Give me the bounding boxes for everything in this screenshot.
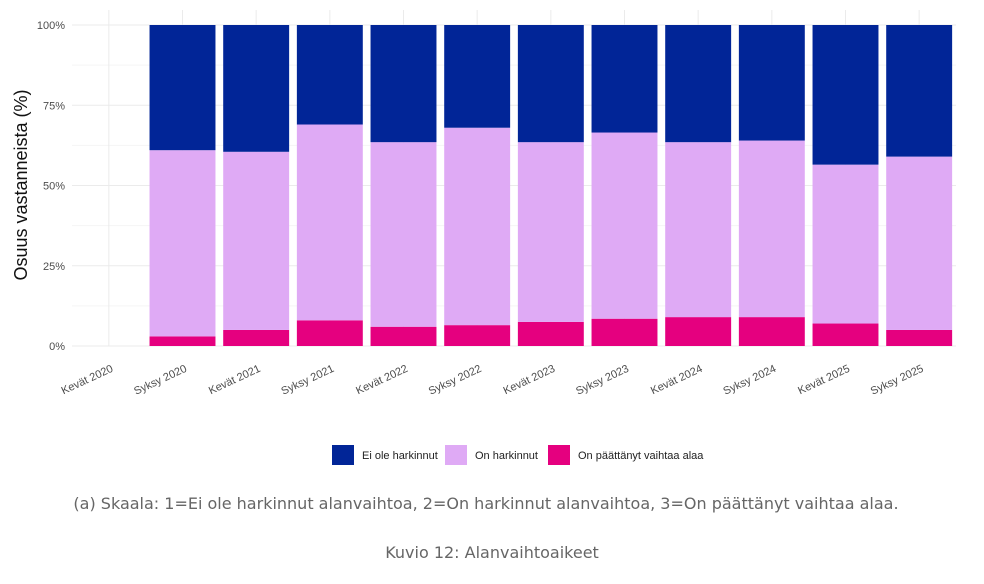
x-tick-label: Syksy 2020 (132, 363, 189, 398)
x-tick-label: Syksy 2022 (427, 363, 484, 398)
x-axis-ticks: Kevät 2020 Syksy 2020 Kevät 2021 Syksy 2021… (60, 363, 926, 398)
legend: Ei ole harkinnut On harkinnut On päättänyt… (332, 445, 704, 465)
stacked-bar-chart: 0%25%50%75%100% Kevät 2020 Syksy 2020 Kevä… (11, 10, 956, 465)
y-tick-label: 0% (49, 341, 65, 353)
bar-segment (665, 142, 732, 318)
y-axis-title: Osuus vastanneista (%) (11, 89, 31, 280)
bar-segment (886, 329, 953, 346)
bar-segment (886, 156, 953, 330)
x-tick-label: Syksy 2025 (869, 363, 926, 398)
bars (149, 25, 953, 346)
bar-segment (665, 317, 732, 346)
bar-segment (444, 127, 511, 326)
bar-segment (223, 151, 290, 330)
bar-segment (149, 150, 216, 337)
bar-segment (223, 25, 290, 152)
bar-segment (517, 142, 584, 322)
legend-label: On päättänyt vaihtaa alaa (578, 450, 704, 462)
legend-label: On harkinnut (475, 450, 538, 462)
bar-segment (812, 164, 879, 324)
x-tick-label: Kevät 2025 (796, 363, 852, 397)
bar-segment (738, 317, 805, 346)
bar-segment (517, 321, 584, 346)
bar-segment (223, 329, 290, 346)
bar-segment (296, 320, 363, 346)
bar-segment (444, 325, 511, 346)
bar-segment (149, 25, 216, 151)
figure-subcaption: (a) Skaala: 1=Ei ole harkinnut alanvaiht… (73, 494, 899, 513)
bar-segment (665, 25, 732, 143)
bar-segment (370, 25, 437, 143)
legend-swatch (332, 445, 354, 465)
bar-segment (738, 25, 805, 141)
x-tick-label: Kevät 2021 (207, 363, 263, 397)
legend-swatch (548, 445, 570, 465)
bar-segment (149, 336, 216, 346)
x-tick-label: Kevät 2023 (502, 363, 558, 397)
x-tick-label: Syksy 2024 (721, 363, 778, 398)
x-tick-label: Kevät 2022 (354, 363, 410, 397)
x-tick-label: Syksy 2021 (279, 363, 336, 398)
y-tick-label: 25% (43, 261, 65, 273)
figure-caption: Kuvio 12: Alanvaihtoaikeet (385, 543, 599, 562)
x-tick-label: Kevät 2024 (649, 363, 705, 397)
bar-segment (738, 140, 805, 318)
legend-label: Ei ole harkinnut (362, 450, 438, 462)
bar-segment (517, 25, 584, 143)
legend-swatch (445, 445, 467, 465)
y-tick-label: 75% (43, 100, 65, 112)
bar-segment (296, 124, 363, 321)
bar-segment (812, 323, 879, 346)
bar-segment (591, 132, 658, 319)
bar-segment (370, 142, 437, 327)
bar-segment (444, 25, 511, 128)
bar-segment (591, 25, 658, 133)
y-axis-ticks: 0% 25% 50% 75% 100% (37, 20, 65, 353)
bar-segment (370, 326, 437, 346)
bar-segment (886, 25, 953, 157)
x-tick-label: Kevät 2020 (60, 363, 116, 397)
x-tick-label: Syksy 2023 (574, 363, 631, 398)
y-tick-label: 50% (43, 181, 65, 193)
bar-segment (296, 25, 363, 125)
bar-segment (812, 25, 879, 165)
bar-segment (591, 318, 658, 346)
y-tick-label: 100% (37, 20, 65, 32)
